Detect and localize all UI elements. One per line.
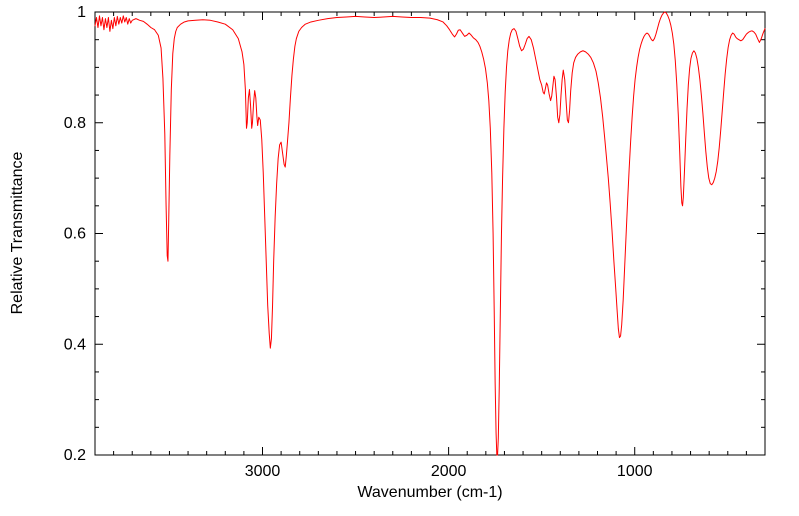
y-tick-label: 0.2 <box>64 447 86 464</box>
x-tick-label: 2000 <box>431 463 467 480</box>
spectrum-line <box>94 11 766 456</box>
plot-border <box>94 11 766 456</box>
y-tick-label: 1 <box>77 4 86 21</box>
y-tick-label: 0.4 <box>64 336 86 353</box>
y-tick-label: 0.6 <box>64 226 86 243</box>
x-axis-title: Wavenumber (cm-1) <box>357 484 503 501</box>
y-axis-title: Relative Transmittance <box>9 151 26 315</box>
x-tick-label: 1000 <box>617 463 653 480</box>
x-tick-label: 3000 <box>245 463 281 480</box>
y-tick-label: 0.8 <box>64 115 86 132</box>
